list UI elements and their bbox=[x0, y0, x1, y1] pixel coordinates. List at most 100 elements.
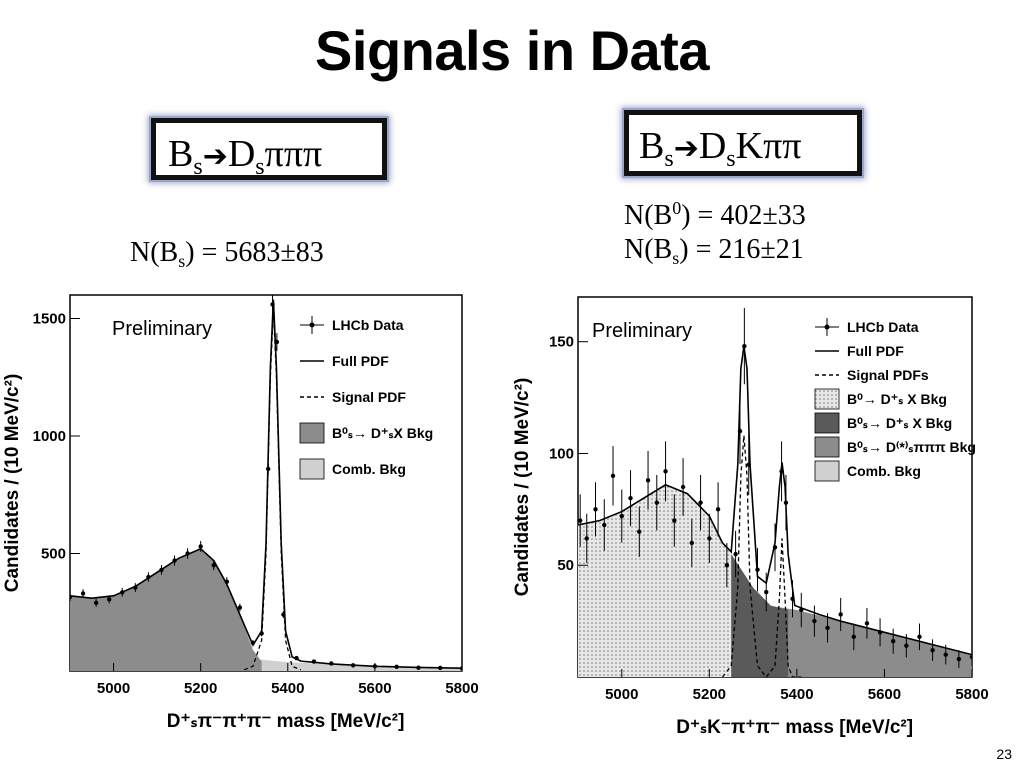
data-point bbox=[917, 634, 922, 639]
left-decay-label: Bs➔Dsπππ bbox=[151, 118, 387, 180]
data-point bbox=[790, 596, 795, 601]
legend-entry: B⁰ₛ→ D⁺ₛ X Bkg bbox=[847, 415, 952, 431]
yield-line: N(Bs) = 5683±83 bbox=[130, 236, 324, 273]
data-point bbox=[891, 639, 896, 644]
data-point bbox=[259, 631, 264, 636]
data-point bbox=[663, 469, 668, 474]
data-point bbox=[159, 567, 164, 573]
legend-entry: LHCb Data bbox=[847, 319, 919, 335]
data-point bbox=[107, 597, 112, 602]
x-tick-label: 5200 bbox=[184, 680, 217, 697]
data-point bbox=[698, 500, 703, 505]
data-point bbox=[250, 640, 256, 645]
slide-title: Signals in Data bbox=[315, 19, 709, 82]
x-tick-label: 5800 bbox=[445, 680, 478, 697]
data-point bbox=[783, 500, 789, 505]
x-axis-label: D⁺ₛπ⁻π⁺π⁻ mass [MeV/c²] bbox=[167, 711, 405, 732]
legend-swatch bbox=[309, 322, 315, 328]
data-point bbox=[270, 302, 275, 307]
data-point bbox=[764, 589, 769, 595]
arrow-icon: ➔ bbox=[202, 139, 228, 174]
data-point bbox=[211, 563, 216, 568]
left-yield: N(Bs) = 5683±83 bbox=[130, 236, 324, 273]
legend-swatch bbox=[814, 388, 840, 410]
data-point bbox=[172, 558, 177, 563]
legend-entry: LHCb Data bbox=[332, 317, 404, 333]
legend-entry: Signal PDFs bbox=[847, 367, 929, 383]
yield-line: N(Bs) = 216±21 bbox=[624, 233, 806, 270]
decay-b: B bbox=[168, 133, 194, 175]
legend-swatch bbox=[824, 324, 830, 330]
data-point bbox=[707, 536, 712, 541]
legend-entry: Comb. Bkg bbox=[847, 463, 921, 479]
x-tick-label: 5000 bbox=[605, 686, 638, 703]
y-tick-label: 100 bbox=[549, 445, 574, 462]
signal-pdf-curve bbox=[243, 309, 302, 671]
yield-prefix: N(B bbox=[624, 200, 673, 231]
data-point bbox=[637, 529, 642, 534]
data-point bbox=[350, 663, 356, 668]
legend-swatch bbox=[299, 458, 325, 480]
signal-pdf-curve bbox=[721, 435, 802, 677]
data-point bbox=[715, 507, 721, 512]
y-axis-label: Candidates / (10 MeV/c²) bbox=[512, 378, 533, 597]
decay-d: D bbox=[227, 133, 256, 175]
data-point bbox=[329, 661, 334, 666]
data-point bbox=[224, 579, 229, 584]
x-tick-label: 5800 bbox=[955, 686, 988, 703]
data-point bbox=[969, 654, 972, 660]
decay-sub: s bbox=[726, 146, 736, 172]
data-point bbox=[779, 469, 784, 474]
x-axis-label: D⁺ₛK⁻π⁺π⁻ mass [MeV/c²] bbox=[676, 717, 913, 738]
data-point bbox=[198, 544, 203, 549]
data-point bbox=[628, 495, 633, 501]
data-point bbox=[956, 656, 962, 662]
legend-entry: Full PDF bbox=[332, 353, 389, 369]
data-point bbox=[394, 664, 399, 669]
legend-swatch bbox=[814, 412, 840, 434]
data-point bbox=[593, 507, 598, 512]
x-tick-label: 5200 bbox=[693, 686, 726, 703]
data-point bbox=[755, 567, 760, 572]
decay-b: B bbox=[639, 125, 665, 167]
yield-sup: 0 bbox=[672, 198, 682, 218]
yield-value: ) = 216±21 bbox=[679, 233, 804, 265]
page-number: 23 bbox=[996, 746, 1012, 762]
data-point bbox=[265, 466, 271, 472]
legend-entry: B⁰→ D⁺ₛ X Bkg bbox=[847, 391, 947, 407]
data-point bbox=[237, 605, 243, 610]
x-tick-label: 5600 bbox=[868, 686, 901, 703]
left-mass-plot: 5000 5200 5400 5600 5800 500 1000 1500 D⁺ₛπ⁻π⁺π⁻… bbox=[2, 294, 479, 732]
data-point bbox=[602, 522, 607, 528]
data-point bbox=[799, 607, 804, 613]
data-point bbox=[742, 343, 747, 349]
data-point bbox=[619, 513, 624, 519]
decay-rest: Kππ bbox=[735, 125, 802, 167]
data-point bbox=[737, 428, 743, 434]
data-point bbox=[943, 652, 948, 657]
legend-swatch bbox=[299, 422, 325, 444]
data-point bbox=[724, 563, 730, 568]
x-tick-label: 5400 bbox=[271, 680, 304, 697]
area-B⁰ₛ→ D⁺ₛX Bkg bbox=[70, 548, 262, 671]
data-point bbox=[672, 518, 677, 523]
right-yield: N(B0) = 402±33 N(Bs) = 216±21 bbox=[624, 198, 806, 269]
arrow-icon: ➔ bbox=[673, 131, 699, 166]
x-tick-label: 5400 bbox=[780, 686, 813, 703]
data-point bbox=[274, 339, 280, 345]
data-point bbox=[416, 665, 421, 670]
preliminary-label: Preliminary bbox=[592, 320, 692, 342]
yield-value: ) = 5683±83 bbox=[185, 237, 324, 268]
data-point bbox=[825, 625, 830, 631]
data-point bbox=[746, 462, 751, 467]
data-point bbox=[120, 590, 125, 595]
data-point bbox=[459, 666, 462, 671]
data-point bbox=[772, 545, 778, 550]
y-tick-label: 50 bbox=[557, 557, 574, 574]
legend-entry: B⁰ₛ→ D⁺ₛX Bkg bbox=[332, 425, 433, 441]
decay-rest: πππ bbox=[264, 133, 323, 175]
decay-sub: s bbox=[193, 154, 203, 180]
data-point bbox=[877, 630, 883, 635]
right-mass-plot: 5000 5200 5400 5600 5800 50 100 150 D⁺ₛK⁻π⁺π⁻ ma… bbox=[512, 296, 989, 738]
data-point bbox=[851, 634, 856, 639]
